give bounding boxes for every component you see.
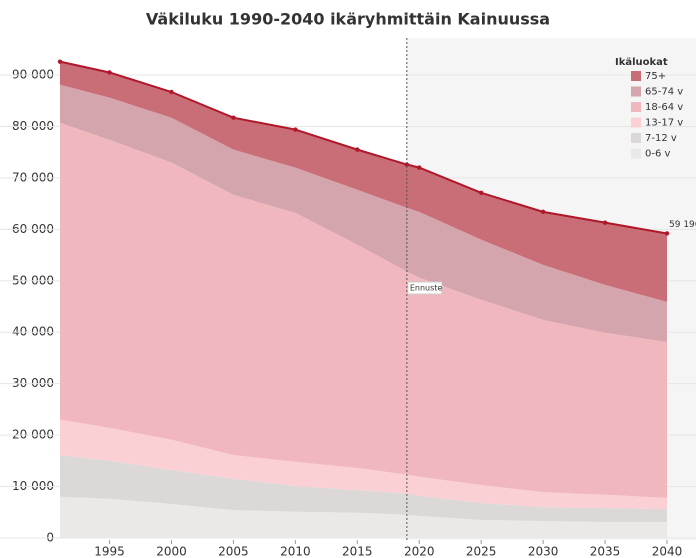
legend-title: Ikäluokat <box>615 57 668 68</box>
total-dot <box>478 190 484 196</box>
x-tick-label: 2010 <box>280 545 311 558</box>
legend-swatch <box>631 86 641 97</box>
legend-swatch <box>631 117 641 128</box>
total-dot <box>540 209 546 215</box>
legend-label: 7-12 v <box>645 133 677 144</box>
forecast-label: Ennuste <box>410 284 443 293</box>
x-tick-label: 2020 <box>404 545 435 558</box>
total-dot <box>169 89 174 95</box>
chart-title: Väkiluku 1990-2040 ikäryhmittäin Kainuus… <box>146 10 550 29</box>
x-tick-label: 2005 <box>218 545 249 558</box>
total-dot <box>664 231 670 236</box>
total-dot <box>417 165 422 170</box>
forecast-label-box <box>407 281 443 295</box>
total-line <box>59 60 668 235</box>
x-tick-label: 1995 <box>94 545 125 558</box>
x-tick-label: 2025 <box>466 545 497 558</box>
area <box>60 84 667 342</box>
area <box>60 122 667 498</box>
total-dot <box>293 127 298 132</box>
total-dot <box>404 162 410 167</box>
x-tick-label: 2040 <box>652 545 683 558</box>
area <box>60 61 667 302</box>
total-dot <box>57 59 63 64</box>
legend-label: 65-74 v <box>645 87 683 98</box>
legend-label: 75+ <box>645 71 666 82</box>
legend-swatch <box>631 71 641 81</box>
annotation: 59 196 <box>669 220 696 230</box>
total-dot <box>231 115 236 120</box>
legend-swatch <box>631 133 641 143</box>
legend-label: 0-6 v <box>645 149 671 160</box>
x-tick-label: 2035 <box>590 545 621 558</box>
x-tick-label: 2030 <box>528 545 559 558</box>
area <box>60 496 667 538</box>
total-dot <box>355 147 360 152</box>
area <box>60 419 667 510</box>
area <box>60 455 667 522</box>
total-dot <box>107 70 112 75</box>
legend-label: 13-17 v <box>645 118 683 129</box>
legend-label: 18-64 v <box>645 102 683 113</box>
total-dot <box>602 220 608 225</box>
legend-swatch <box>631 148 641 159</box>
x-tick-label: 2015 <box>342 545 373 558</box>
x-tick-label: 2000 <box>156 545 187 558</box>
legend-swatch <box>631 102 641 112</box>
